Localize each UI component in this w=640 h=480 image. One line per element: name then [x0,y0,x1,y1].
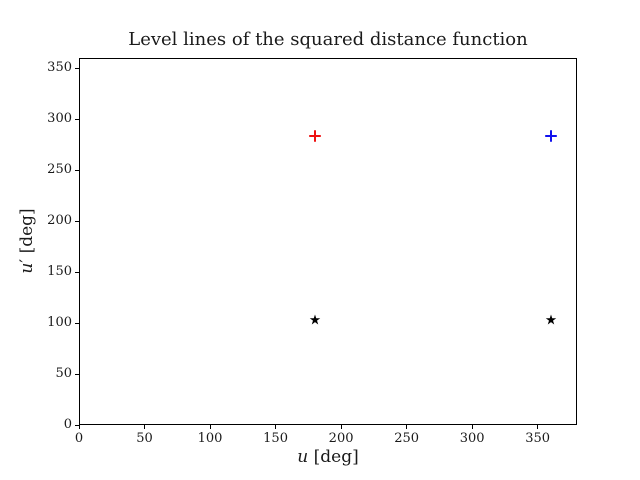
x-tick-label: 250 [394,431,420,446]
y-tick-mark [75,322,79,324]
maximum-marker [308,129,322,143]
x-tick-label: 100 [197,431,223,446]
x-tick-mark [471,425,473,429]
x-tick-label: 0 [74,431,84,446]
y-axis-label: u′ [deg] [17,208,37,273]
chart-title: Level lines of the squared distance func… [128,29,528,50]
x-tick-label: 300 [459,431,485,446]
x-tick-mark [209,425,211,429]
plus-icon [544,130,557,143]
y-tick-label: 50 [55,366,72,382]
x-tick-mark [340,425,342,429]
y-tick-label: 350 [47,60,72,76]
y-tick-mark [75,169,79,171]
x-axis-unit: [deg] [308,447,359,467]
y-tick-label: 0 [63,417,72,432]
star-icon [309,314,321,325]
y-tick-label: 100 [47,315,72,331]
y-tick-label: 150 [47,264,72,280]
y-axis-unit: [deg] [17,208,37,259]
x-tick-label: 200 [328,431,354,446]
y-tick-label: 250 [47,162,72,178]
y-tick-label: 200 [47,213,72,229]
x-tick-mark [78,425,80,429]
y-axis-prime: ′ [17,258,37,263]
x-tick-mark [275,425,277,429]
x-tick-label: 150 [263,431,288,446]
secondary-extremum-marker [544,129,558,143]
saddle-marker-right [544,313,558,327]
y-tick-mark [75,220,79,222]
y-tick-mark [75,271,79,273]
x-tick-mark [144,425,146,429]
y-tick-mark [75,118,79,120]
x-axis-label: u [deg] [79,447,577,467]
x-tick-label: 50 [136,431,153,446]
x-tick-mark [406,425,408,429]
y-tick-mark [75,67,79,69]
y-tick-label: 300 [47,111,72,127]
y-tick-mark [75,373,79,375]
x-tick-mark [537,425,539,429]
plot-border [79,58,577,425]
saddle-marker-center [308,313,322,327]
x-axis-variable: u [297,447,309,467]
y-axis-variable: u [17,262,37,274]
star-icon [545,314,557,325]
y-tick-mark [75,424,79,426]
plus-icon [309,130,321,143]
x-tick-label: 350 [525,431,551,446]
